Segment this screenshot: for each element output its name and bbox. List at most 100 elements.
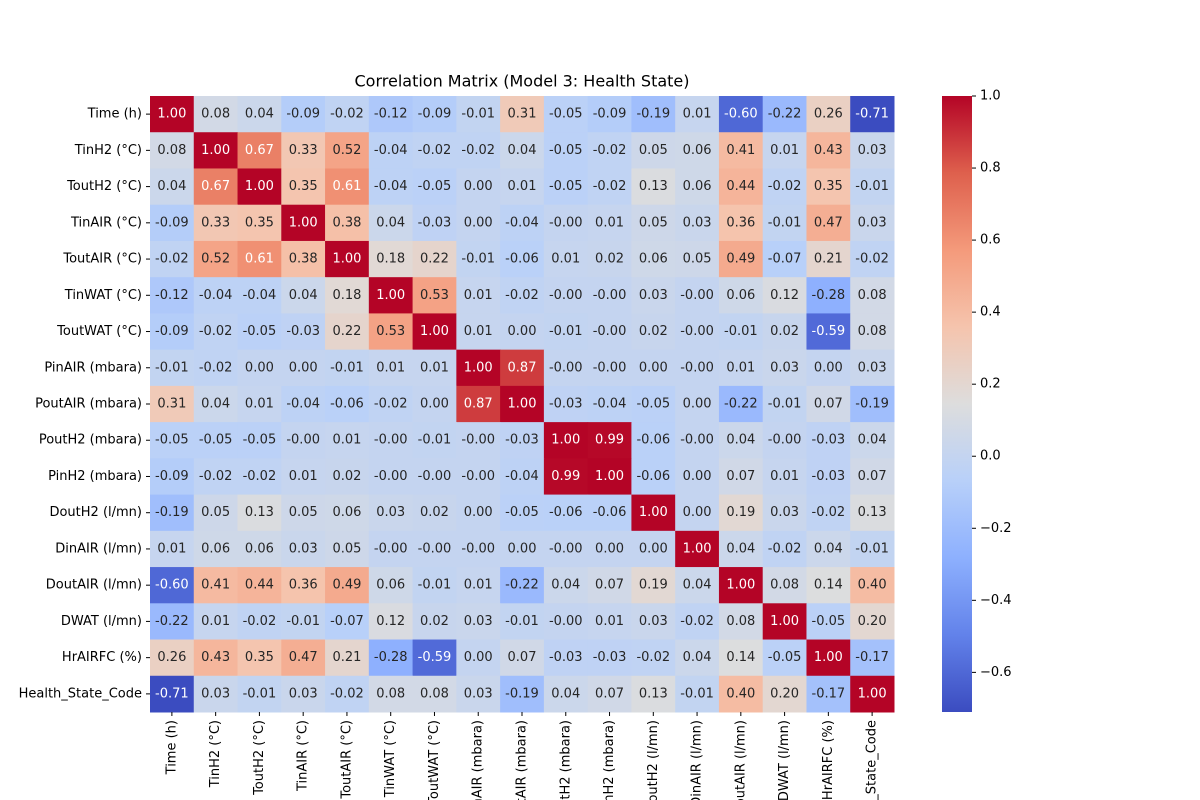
- heatmap-cell: [150, 349, 195, 387]
- heatmap-cell: [718, 277, 764, 314]
- cell-label: 0.00: [420, 397, 449, 412]
- cell-label: 0.13: [245, 505, 274, 520]
- heatmap-cell: [500, 422, 545, 459]
- cell-label: 0.00: [464, 179, 493, 194]
- heatmap-cell: [368, 240, 414, 278]
- heatmap-cell: [281, 494, 326, 532]
- cell-label: -0.01: [461, 252, 495, 267]
- heatmap-cell: [762, 422, 807, 459]
- cell-label: -0.05: [549, 107, 583, 122]
- heatmap-cell: [762, 530, 807, 568]
- cell-label: -0.02: [593, 179, 627, 194]
- y-tick-label: HrAIRFC (%): [62, 650, 142, 665]
- cell-label: 0.38: [289, 252, 318, 267]
- heatmap-cell: [587, 349, 632, 387]
- heatmap-cell: [150, 675, 195, 713]
- cell-label: 0.00: [245, 360, 274, 375]
- cell-label: 0.00: [289, 360, 318, 375]
- heatmap-cell: [456, 240, 501, 278]
- heatmap-cell: [237, 385, 282, 423]
- cell-label: 0.02: [595, 252, 624, 267]
- cell-label: 0.18: [332, 288, 361, 303]
- heatmap-cell: [150, 240, 195, 278]
- cell-label: 0.06: [245, 541, 274, 556]
- heatmap-cell: [368, 168, 414, 206]
- heatmap-cell: [193, 277, 239, 314]
- heatmap-cell: [281, 567, 326, 604]
- cell-label: 0.26: [157, 650, 186, 665]
- heatmap-cell: [587, 603, 632, 641]
- heatmap-cell: [631, 96, 676, 133]
- heatmap-cell: [412, 313, 457, 351]
- heatmap-cell: [500, 240, 545, 278]
- heatmap-cell: [150, 639, 195, 677]
- cell-label: 0.06: [376, 578, 405, 593]
- heatmap-cell: [237, 458, 282, 496]
- cell-label: 0.03: [289, 541, 318, 556]
- heatmap-cell: [281, 349, 326, 387]
- cell-label: 0.01: [595, 215, 624, 230]
- cell-label: 1.00: [639, 505, 668, 520]
- heatmap-cell: [718, 240, 764, 278]
- cell-label: 0.01: [464, 324, 493, 339]
- cell-label: 1.00: [858, 686, 887, 701]
- heatmap-cell: [368, 530, 414, 568]
- y-tick-label: TinH2 (°C): [74, 143, 142, 158]
- cell-label: 0.05: [683, 252, 712, 267]
- cell-label: -0.00: [461, 433, 495, 448]
- cell-label: -0.71: [155, 686, 189, 701]
- cell-label: -0.06: [593, 505, 627, 520]
- cell-label: -0.02: [374, 397, 408, 412]
- cell-label: 0.99: [551, 469, 580, 484]
- heatmap-cell: [412, 349, 457, 387]
- heatmap-cell: [850, 385, 895, 423]
- y-tick-label: PinAIR (mbara): [44, 360, 142, 375]
- heatmap-cell: [368, 204, 414, 242]
- cell-label: -0.05: [636, 397, 670, 412]
- cell-label: -0.06: [636, 433, 670, 448]
- heatmap-cell: [587, 639, 632, 677]
- cell-label: 0.21: [332, 650, 361, 665]
- cell-label: 0.00: [464, 650, 493, 665]
- cell-label: 0.40: [858, 578, 887, 593]
- cell-label: -0.00: [418, 469, 452, 484]
- heatmap-cell: [325, 349, 370, 387]
- heatmap-cell: [368, 567, 414, 604]
- y-tick-label: PinH2 (mbara): [48, 469, 142, 484]
- cell-label: 0.67: [201, 179, 230, 194]
- heatmap-cell: [718, 530, 764, 568]
- heatmap-cell: [150, 313, 195, 351]
- heatmap-cell: [631, 603, 676, 641]
- heatmap-cell: [193, 349, 239, 387]
- heatmap-cell: [500, 603, 545, 641]
- cell-label: 0.04: [858, 433, 887, 448]
- cell-label: 0.33: [289, 143, 318, 158]
- cell-label: 0.03: [639, 288, 668, 303]
- y-tick-label: DinAIR (l/mn): [55, 541, 142, 556]
- cell-label: 0.01: [289, 469, 318, 484]
- cell-label: 0.01: [551, 252, 580, 267]
- heatmap-cell: [718, 494, 764, 532]
- heatmap-cell: [193, 567, 239, 604]
- heatmap-cell: [850, 675, 895, 713]
- cell-label: -0.22: [505, 578, 539, 593]
- heatmap-cell: [543, 204, 589, 242]
- cell-label: -0.02: [199, 360, 233, 375]
- heatmap-cell: [675, 240, 720, 278]
- y-tick-label: TinWAT (°C): [64, 288, 142, 303]
- cell-label: 0.06: [639, 252, 668, 267]
- cell-label: 0.01: [726, 360, 755, 375]
- heatmap-cell: [500, 96, 545, 133]
- heatmap-cell: [325, 675, 370, 713]
- heatmap-cell: [325, 204, 370, 242]
- cell-label: 0.08: [376, 686, 405, 701]
- heatmap-cell: [631, 277, 676, 314]
- y-tick-label: ToutH2 (°C): [66, 179, 142, 194]
- cell-label: 0.19: [726, 505, 755, 520]
- cell-label: 0.07: [858, 469, 887, 484]
- cell-label: -0.00: [593, 360, 627, 375]
- heatmap-cell: [412, 385, 457, 423]
- heatmap-cell: [762, 675, 807, 713]
- cell-label: -0.03: [505, 433, 539, 448]
- heatmap-cell: [850, 313, 895, 351]
